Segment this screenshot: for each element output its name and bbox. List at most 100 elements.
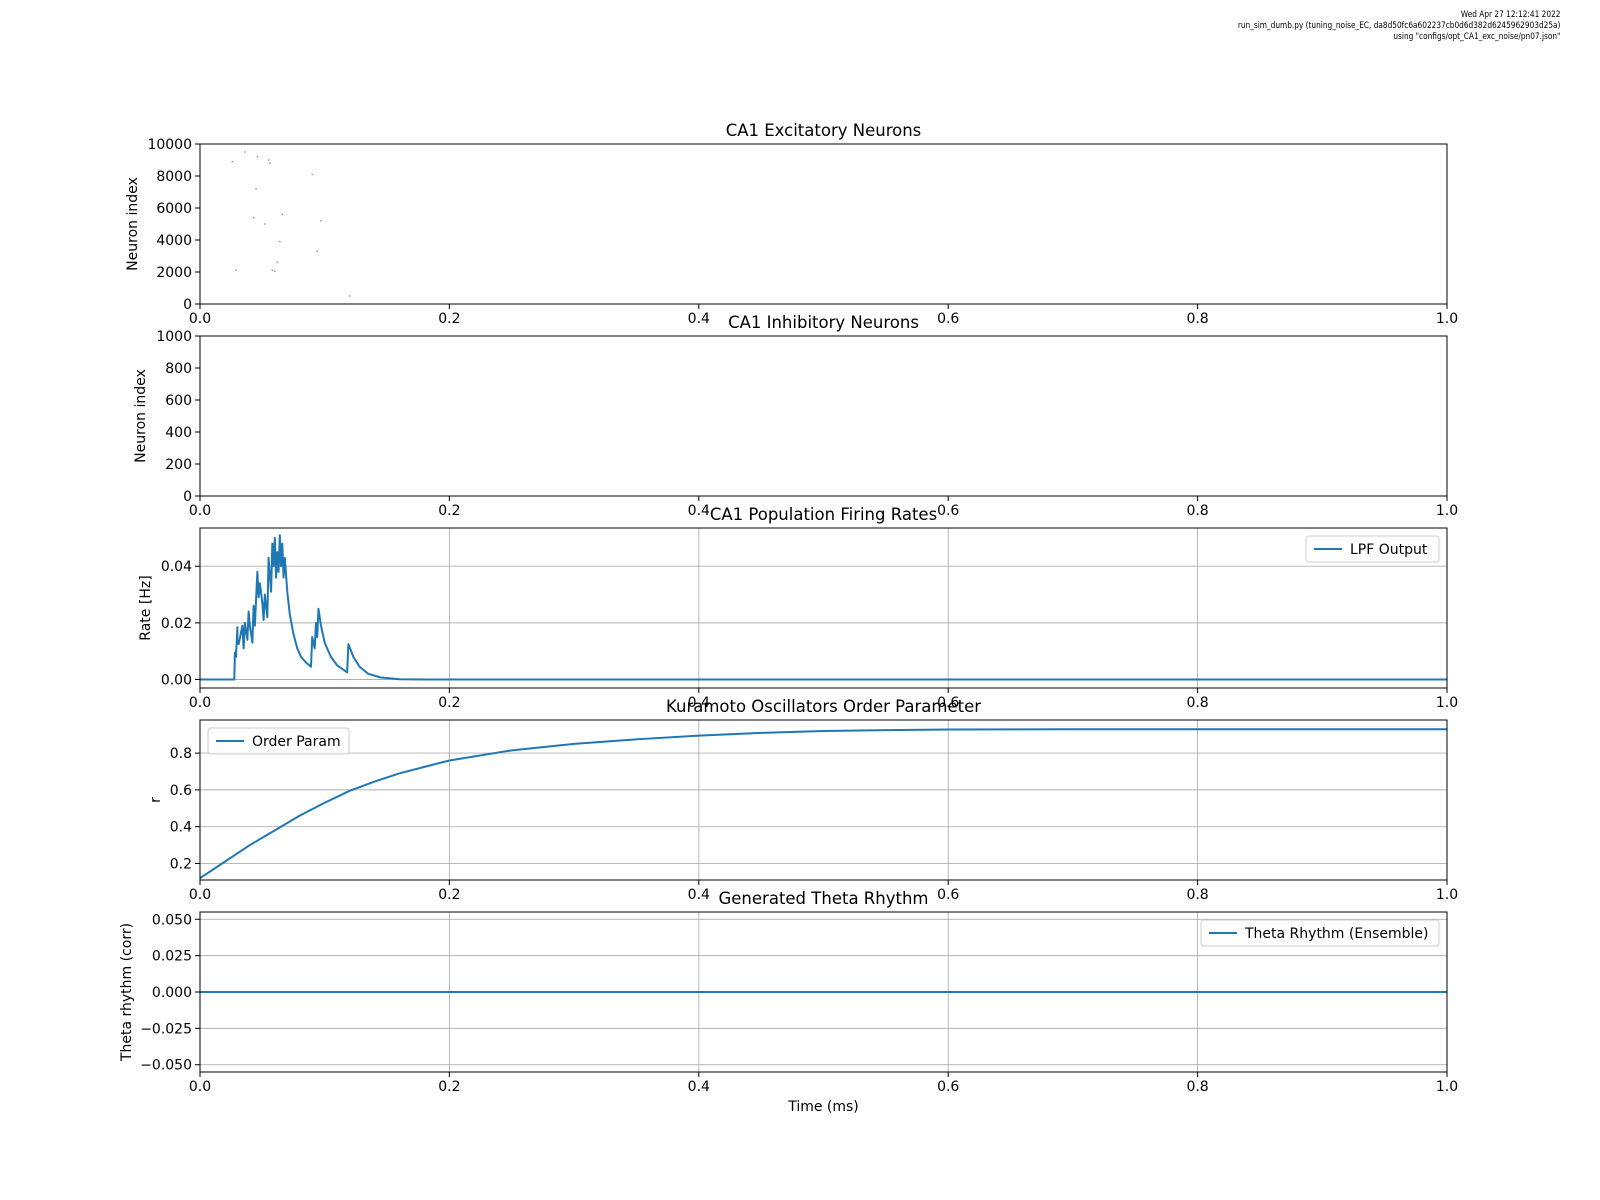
x-tick-label: 1.0 [1436,1079,1458,1095]
y-tick-label: 800 [165,361,192,377]
spike-point [231,160,234,163]
y-tick-label: 0.4 [170,820,192,836]
spike-point [278,240,281,243]
x-tick-label: 0.0 [189,1079,211,1095]
legend-label: LPF Output [1350,542,1428,558]
spike-point [276,261,279,264]
spike-point [267,159,270,161]
y-axis-label: Rate [Hz] [138,575,154,640]
axes-frame [199,527,1448,689]
x-tick-label: 0.8 [1186,311,1208,327]
y-tick-label: 0.04 [161,559,192,575]
spike-point [235,269,238,272]
y-tick-label: 0.02 [161,616,192,632]
x-tick-label: 1.0 [1436,311,1458,327]
spike-point [271,269,274,272]
spike-point [243,151,246,153]
y-tick-label: 8000 [156,169,192,185]
y-tick-label: 0.00 [161,673,192,689]
x-tick-label: 0.8 [1186,503,1208,519]
spike-point [311,173,314,176]
chart-panel-4: 0.0 0.2 0.4 0.6 0.8 1.0 0.2 0.4 0.6 0.8 Kuramoto O… [148,697,1458,903]
spike-point [348,295,351,297]
y-axis-label: Theta rhythm (corr) [119,923,135,1062]
spike-point [316,250,319,253]
chart-panel-2: 0.0 0.2 0.4 0.6 0.8 1.0 0 200 400 600 800 1000 CA1 I… [133,313,1458,519]
y-tick-label: 0 [183,297,192,313]
legend-box [1200,919,1440,947]
y-tick-label: 400 [165,425,192,441]
y-tick-label: −0.025 [140,1021,192,1037]
spike-point [256,155,259,158]
x-tick-label: 0.6 [937,503,959,519]
legend-label: Order Param [252,734,341,750]
panel-title: CA1 Excitatory Neurons [726,121,922,140]
panel-title: CA1 Population Firing Rates [710,505,937,524]
chart-panel-1: 0.0 0.2 0.4 0.6 0.8 1.0 0 2000 4000 6000 8000 10000… [125,121,1458,327]
run-info-header: Wed Apr 27 12:12:41 2022 run_sim_dumb.py… [1237,10,1560,43]
x-tick-label: 0.6 [937,695,959,711]
axes-frame [199,143,1448,305]
y-tick-label: 0.6 [170,783,192,799]
y-tick-label: 2000 [156,265,192,281]
x-tick-label: 0.2 [438,503,460,519]
spike-point [281,213,284,216]
y-axis-label: r [148,797,164,803]
axes-frame [199,719,1448,881]
x-tick-label: 0.8 [1186,887,1208,903]
x-tick-label: 1.0 [1436,503,1458,519]
x-tick-label: 0.4 [688,311,710,327]
y-tick-label: 0.050 [152,912,192,928]
y-tick-label: 0.8 [170,746,192,762]
y-tick-label: 0.2 [170,856,192,872]
spike-point [255,187,258,190]
x-tick-label: 0.6 [937,1079,959,1095]
x-tick-label: 0.0 [189,311,211,327]
x-axis-label: Time (ms) [787,1099,859,1115]
y-tick-label: 1000 [156,329,192,345]
x-tick-label: 0.2 [438,1079,460,1095]
y-axis-label: Neuron index [125,177,141,271]
x-tick-label: 0.4 [688,887,710,903]
x-tick-label: 0.6 [937,311,959,327]
panel-title: Generated Theta Rhythm [719,889,929,908]
series-line-1 [200,534,1447,681]
panel-title: CA1 Inhibitory Neurons [728,313,919,332]
x-tick-label: 0.6 [937,887,959,903]
chart-panel-3: 0.0 0.2 0.4 0.6 0.8 1.0 0.00 0.02 0.04 CA1 Popula… [138,505,1458,711]
x-tick-label: 0.8 [1186,695,1208,711]
x-tick-label: 0.0 [189,503,211,519]
x-tick-label: 0.2 [438,887,460,903]
axes-frame [199,335,1448,497]
y-axis-label: Neuron index [133,369,149,463]
x-tick-label: 1.0 [1436,695,1458,711]
y-tick-label: −0.050 [140,1058,192,1074]
spike-point [320,219,322,222]
y-tick-label: 200 [165,457,192,473]
spike-point [252,216,255,219]
legend: Order Param [207,727,350,755]
y-tick-label: 0 [183,489,192,505]
y-tick-label: 6000 [156,201,192,217]
spike-point [273,270,276,273]
legend: Theta Rhythm (Ensemble) [1200,919,1440,947]
spike-point [263,223,266,225]
x-tick-label: 0.2 [438,695,460,711]
legend-label: Theta Rhythm (Ensemble) [1244,926,1428,942]
chart-panel-5: 0.0 0.2 0.4 0.6 0.8 1.0 −0.050 −0.025 0.000 0.025… [119,889,1458,1115]
x-tick-label: 0.4 [688,695,710,711]
run-timestamp: Wed Apr 27 12:12:41 2022 [1460,10,1560,20]
x-tick-label: 0.2 [438,311,460,327]
x-tick-label: 1.0 [1436,887,1458,903]
y-tick-label: 0.025 [152,949,192,965]
x-tick-label: 0.0 [189,695,211,711]
panel-title: Kuramoto Oscillators Order Parameter [666,697,981,716]
y-tick-label: 600 [165,393,192,409]
legend: LPF Output [1305,535,1440,563]
y-tick-label: 0.000 [152,985,192,1001]
run-script-info: run_sim_dumb.py (tuning_noise_EC, da8d50… [1237,21,1560,31]
x-tick-label: 0.0 [189,887,211,903]
series-line-1 [200,728,1447,879]
legend-box [1305,535,1440,563]
